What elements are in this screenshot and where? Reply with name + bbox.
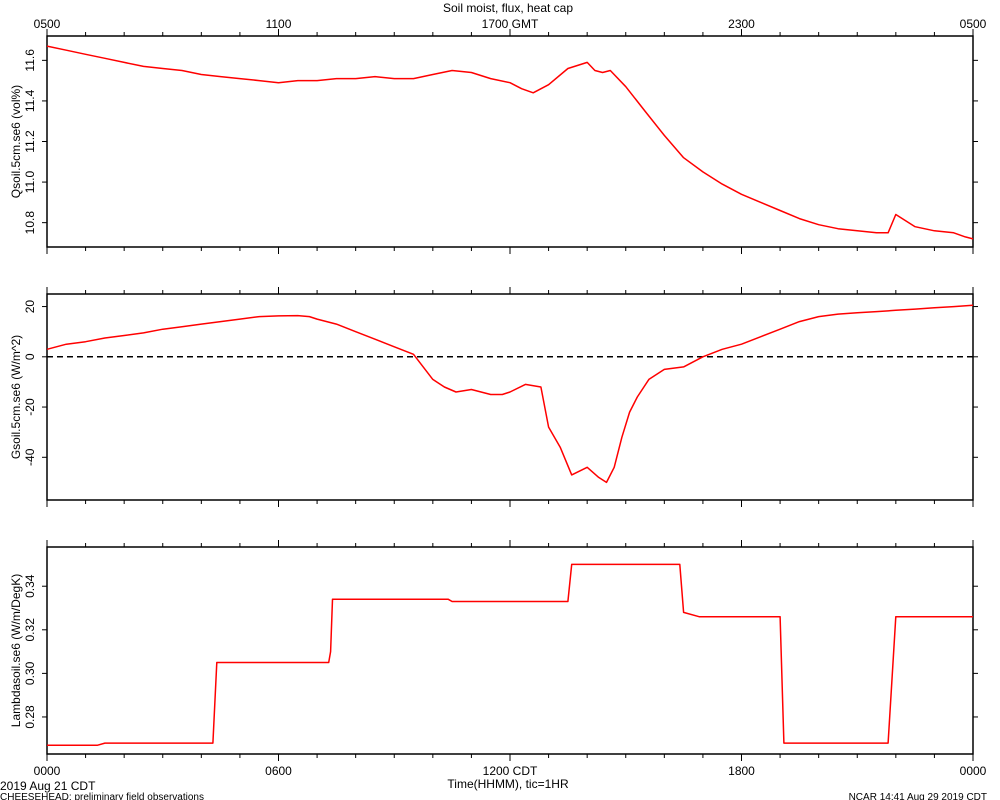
y-tick-label: 0.34 — [23, 574, 37, 598]
plot-frame — [46, 35, 974, 248]
bottom-axis-tick-label: 0000 — [34, 764, 61, 778]
bottom-axis-tick-label: 0600 — [265, 764, 292, 778]
footer-date: 2019 Aug 21 CDT — [0, 779, 96, 793]
y-tick-label: -40 — [23, 448, 37, 466]
top-axis-tick-label: 0500 — [34, 17, 61, 31]
y-tick-label: 11.2 — [23, 130, 37, 153]
y-tick-label: 0.30 — [23, 661, 37, 685]
y-tick-label: 10.8 — [23, 211, 37, 235]
y-tick-label: 11.4 — [23, 89, 37, 112]
series-line — [46, 45, 974, 240]
bottom-axis-tick-label: 0000 — [960, 764, 987, 778]
plot-frame — [46, 293, 974, 501]
series-line — [46, 304, 974, 484]
plot-frame — [46, 546, 974, 755]
top-axis-tick-label: 2300 — [728, 17, 755, 31]
bottom-axis-tick-label: 1200 CDT — [483, 764, 538, 778]
y-axis-label: Gsoil.5cm.se6 (W/m^2) — [9, 335, 23, 459]
footer-project: CHEESEHEAD: preliminary field observatio… — [0, 792, 204, 800]
y-axis-label: Lambdasoil.se6 (W/m/DegK) — [9, 574, 23, 727]
series-line — [47, 563, 973, 747]
chart-panel-2: -40 -20 0 20 Gsoil.5cm.se6 (W/m^2) — [9, 287, 978, 507]
y-axis-label: Qsoil.5cm.se6 (vol%) — [9, 85, 23, 198]
y-tick-label: 0 — [23, 353, 37, 360]
bottom-axis-tick-label: 1800 — [728, 764, 755, 778]
top-axis-labels: 0500 1100 1700 GMT 2300 0500 — [34, 17, 987, 31]
top-axis-tick-label: 1100 — [266, 17, 292, 31]
x-axis-label: Time(HHMM), tic=1HR — [447, 777, 569, 791]
top-axis-tick-label: 0500 — [960, 17, 987, 31]
y-tick-label: 0.32 — [23, 618, 37, 642]
y-tick-label: 11.6 — [23, 49, 37, 72]
y-tick-label: 20 — [23, 300, 37, 314]
y-tick-label: -20 — [23, 398, 37, 416]
chart-title: Soil moist, flux, heat cap — [443, 1, 573, 15]
y-tick-label: 0.28 — [23, 705, 37, 729]
y-tick-label: 11.0 — [23, 171, 37, 194]
top-axis-tick-label: 1700 GMT — [482, 17, 539, 31]
footer-stamp: NCAR 14:41 Aug 29 2019 CDT — [849, 792, 987, 800]
bottom-axis-labels: 0000 0600 1200 CDT 1800 0000 — [34, 764, 987, 778]
